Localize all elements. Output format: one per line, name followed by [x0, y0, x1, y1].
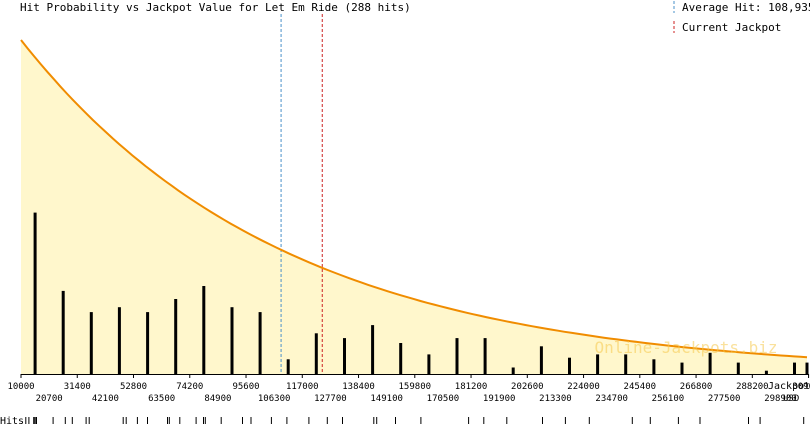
watermark: Online-Jackpots.biz [594, 338, 777, 357]
hits-rug [25, 417, 805, 424]
bar [596, 354, 600, 374]
bar [230, 307, 234, 374]
bar [314, 333, 318, 375]
bar [539, 346, 543, 374]
bar [258, 312, 262, 374]
bar [399, 343, 403, 374]
x-tick-label: 106300 [258, 394, 291, 404]
x-tick-label: 170500 [427, 394, 460, 404]
bar [736, 362, 740, 374]
bar [708, 352, 712, 374]
x-tick-label: 52800 [120, 382, 147, 392]
x-tick-label: 95600 [232, 382, 259, 392]
x-tick-label: 266800 [680, 382, 713, 392]
bar [371, 325, 375, 374]
bar [117, 307, 121, 374]
bar [202, 286, 206, 374]
x-tick-label: 277500 [708, 394, 741, 404]
x-tick-label: 234700 [595, 394, 628, 404]
x-tick-label: 10000 [7, 382, 34, 392]
x-tick-label: 224000 [567, 382, 600, 392]
bar [61, 290, 65, 374]
bar [805, 362, 809, 374]
x-tick-label: 74200 [176, 382, 203, 392]
x-tick-label: 117000 [286, 382, 319, 392]
chart-title: Hit Probability vs Jackpot Value for Let… [20, 1, 411, 14]
x-axis-label: Jackpot, [768, 381, 810, 392]
x-tick-label: 256100 [652, 394, 685, 404]
bar [146, 312, 150, 374]
x-axis-unit: USD [783, 394, 799, 404]
x-tick-label: 309600 [792, 382, 810, 392]
bar [568, 357, 571, 374]
bar [89, 312, 93, 374]
curve-area [21, 40, 807, 374]
bar [511, 367, 515, 374]
x-axis: 10000 31400 52800 74200 95600 117000 138400 159… [7, 374, 810, 404]
legend-current-jackpot: Current Jackpot [682, 21, 781, 34]
x-tick-label: 181200 [455, 382, 488, 392]
bar [764, 370, 768, 374]
x-tick-label: 191900 [483, 394, 516, 404]
x-tick-label: 202600 [511, 382, 544, 392]
x-tick-label: 298900 [764, 394, 797, 404]
x-tick-label: 20700 [36, 394, 63, 404]
x-tick-label: 84900 [204, 394, 231, 404]
bar [455, 338, 459, 374]
legend: Average Hit: 108,935 Current Jackpot [673, 1, 810, 34]
x-tick-label: 42100 [92, 394, 119, 404]
x-tick-label: 127700 [314, 394, 347, 404]
x-tick-label: 138400 [342, 382, 375, 392]
bar [427, 354, 431, 374]
x-tick-label: 159800 [399, 382, 432, 392]
bar [483, 338, 487, 374]
bar [624, 354, 628, 374]
bar [652, 359, 656, 374]
legend-average-hit: Average Hit: 108,935 [682, 1, 810, 14]
x-tick-label: 149100 [370, 394, 403, 404]
hits-label: Hits [0, 416, 24, 425]
plot-layer [20, 14, 809, 375]
x-tick-label: 213300 [539, 394, 572, 404]
bar [33, 212, 37, 374]
bar [343, 338, 346, 374]
bar [680, 362, 684, 374]
x-tick-label: 288200 [736, 382, 769, 392]
x-tick-label: 245400 [624, 382, 657, 392]
x-tick-label: 63500 [148, 394, 175, 404]
bar [286, 359, 290, 374]
probability-curve [20, 39, 808, 359]
x-tick-label: 31400 [64, 382, 91, 392]
bar [793, 362, 796, 374]
bar [174, 299, 178, 374]
